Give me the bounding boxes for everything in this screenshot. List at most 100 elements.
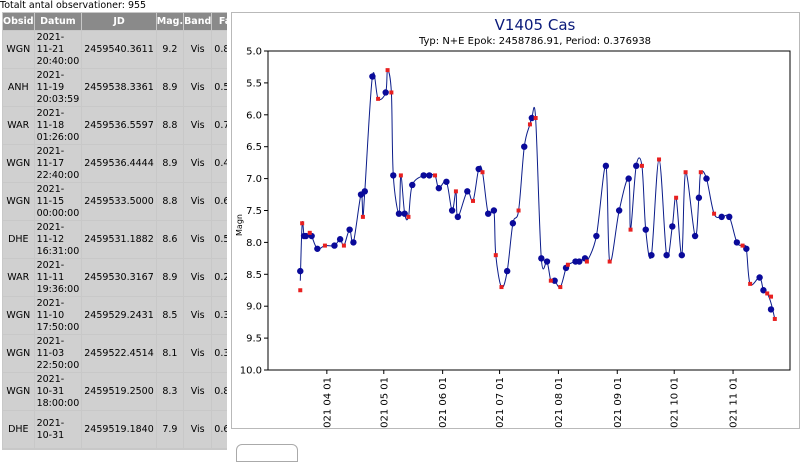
cell-datum-line: 11-21 — [36, 43, 65, 55]
cell-datum-line: 01:26:00 — [36, 131, 80, 143]
cell-datum: 2021- 11-21 20:40:00 — [34, 31, 82, 68]
table-row[interactable]: WGN 2021- 10-31 18:00:00 2459519.2500 8.3 Vis 0… — [3, 373, 227, 410]
column-header-datum[interactable]: Datum — [34, 13, 82, 30]
data-point-square — [307, 230, 312, 235]
cell-band: Vis — [184, 297, 212, 334]
data-point-circle — [625, 175, 632, 182]
data-point-square — [769, 294, 774, 299]
data-point-circle — [503, 267, 511, 275]
cell-datum-line: 11-18 — [36, 119, 65, 131]
data-point-circle — [663, 251, 670, 259]
data-point-square — [453, 189, 458, 194]
y-axis: 5.0 5.5 6.0 6.5 7.0 7.5 8.0 8.5 9.0 9.5 10.0 — [240, 47, 268, 377]
bottom-tab-button[interactable] — [236, 444, 298, 462]
table-row[interactable]: ANH 2021- 11-19 20:03:59 2459538.3361 8.9 Vis 0… — [3, 69, 227, 106]
cell-jd: 2459522.4514 — [82, 335, 156, 372]
cell-band: Vis — [184, 411, 212, 448]
cell-datum-line: 11-03 — [36, 347, 65, 359]
table-row[interactable]: WGN 2021- 11-10 17:50:00 2459529.2431 8.5 Vis 0… — [3, 297, 227, 334]
x-tick-label: 2021 11 01 — [729, 377, 740, 428]
data-point-square — [516, 208, 521, 213]
cell-obsid: WAR — [3, 259, 34, 296]
data-point-square — [657, 157, 662, 162]
column-header-fas[interactable]: Fas — [212, 13, 227, 30]
data-point-circle — [346, 226, 353, 233]
cell-datum-line: 16:31:00 — [36, 245, 80, 257]
data-point-circle — [390, 172, 397, 179]
cell-mag: 8.6 — [156, 221, 184, 258]
chart-subtitle: Typ: N+E Epok: 2458786.91, Period: 0.376… — [418, 36, 651, 47]
cell-datum-line: 20:03:59 — [36, 93, 80, 105]
table-row[interactable]: WAR 2021- 11-18 01:26:00 2459536.5597 8.8 Vis 0… — [3, 107, 227, 144]
data-point-circle — [733, 239, 741, 246]
y-tick-label: 6.0 — [246, 110, 262, 121]
table-row[interactable]: DHE 2021- 11-12 16:31:00 2459531.1882 8.6 Vis 0… — [3, 221, 227, 258]
column-header-jd[interactable]: JD — [82, 13, 156, 30]
data-point-circle — [350, 239, 357, 246]
data-point-circle — [331, 242, 338, 249]
data-point-circle — [767, 306, 775, 313]
data-point-square — [674, 195, 679, 200]
cell-band: Vis — [184, 145, 212, 182]
cell-datum-line: 11-15 — [36, 195, 65, 207]
data-point-circle — [464, 188, 471, 195]
chart-title: V1405 Cas — [495, 16, 576, 34]
table-row[interactable]: WGN 2021- 11-21 20:40:00 2459540.3611 9.2 Vis 0… — [3, 31, 227, 68]
cell-datum-line: 2021- — [36, 373, 65, 385]
cell-mag: 8.5 — [156, 297, 184, 334]
cell-band: Vis — [184, 31, 212, 68]
table-row[interactable]: WGN 2021- 11-17 22:40:00 2459536.4444 8.9 Vis 0… — [3, 145, 227, 182]
data-point-circle — [669, 223, 676, 230]
table-row[interactable]: WAR 2021- 11-11 19:36:00 2459530.3167 8.9 Vis 0… — [3, 259, 227, 296]
data-point-square — [493, 253, 498, 258]
cell-fas: 0.501 — [212, 69, 227, 106]
data-point-circle — [648, 251, 655, 259]
cell-jd: 2459536.4444 — [82, 145, 156, 182]
cell-obsid: ANH — [3, 69, 34, 106]
cell-fas: 0.691 — [212, 411, 227, 448]
y-tick-label: 9.5 — [246, 334, 262, 345]
cell-datum: 2021- 11-19 20:03:59 — [34, 69, 82, 106]
cell-mag: 8.8 — [156, 107, 184, 144]
data-point-square — [548, 278, 553, 283]
x-tick-label: 2021 07 01 — [495, 377, 506, 428]
table-row[interactable]: WGN 2021- 11-15 00:00:00 2459533.5000 8.8 Vis 0… — [3, 183, 227, 220]
cell-band: Vis — [184, 221, 212, 258]
table-row[interactable]: WGN 2021- 11-03 22:50:00 2459522.4514 8.1 Vis 0… — [3, 335, 227, 372]
cell-jd: 2459538.3361 — [82, 69, 156, 106]
cell-datum-line: 11-11 — [36, 271, 65, 283]
cell-obsid: WAR — [3, 107, 34, 144]
column-header-obsid[interactable]: Obsid — [3, 13, 34, 30]
data-point-square — [712, 211, 717, 216]
data-point-square — [480, 170, 485, 175]
observation-table-container[interactable]: Obsid Datum JD Mag. Band Fas WGN2021-11-… — [2, 12, 227, 450]
column-header-mag[interactable]: Mag. — [156, 13, 184, 30]
cell-jd: 2459533.5000 — [82, 183, 156, 220]
data-point-circle — [593, 232, 600, 240]
data-point-square — [300, 221, 305, 226]
cell-band: Vis — [184, 335, 212, 372]
cell-mag: 8.9 — [156, 145, 184, 182]
cell-datum: 2021- 11-18 01:26:00 — [34, 107, 82, 144]
data-points — [297, 68, 777, 321]
data-point-circle — [543, 258, 551, 265]
cell-mag: 9.2 — [156, 31, 184, 68]
data-point-circle — [361, 188, 369, 195]
cell-datum-line: 2021- — [36, 297, 65, 309]
cell-obsid: WGN — [3, 145, 34, 182]
data-point-square — [298, 288, 303, 293]
y-tick-label: 6.5 — [246, 142, 262, 153]
column-header-band[interactable]: Band — [184, 13, 212, 30]
cell-jd: 2459530.3167 — [82, 259, 156, 296]
data-point-circle — [521, 143, 528, 150]
cell-mag: 8.3 — [156, 373, 184, 410]
x-tick-label: 2021 04 01 — [322, 377, 333, 428]
cell-obsid: WGN — [3, 297, 34, 334]
cell-fas: 0.866 — [212, 373, 227, 410]
data-point-square — [558, 285, 563, 290]
cell-datum-line: 2021- — [36, 221, 65, 233]
data-point-circle — [602, 162, 610, 170]
data-point-circle — [443, 178, 450, 185]
cell-datum-line: 11-19 — [36, 81, 65, 93]
